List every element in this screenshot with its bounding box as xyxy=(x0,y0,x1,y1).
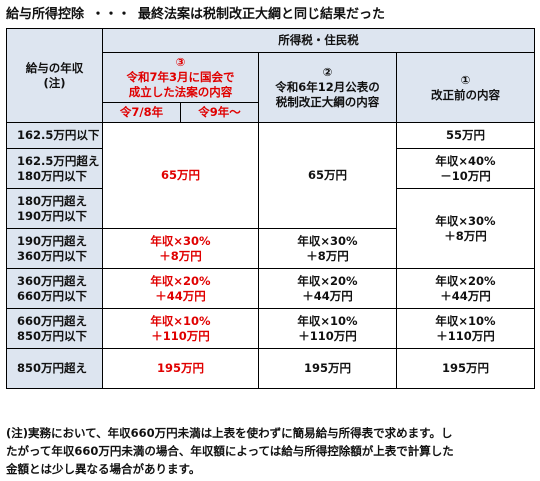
group-header: 所得税・住民税 xyxy=(102,28,535,53)
footnote-line: たがって年収660万円未満の場合、年収額によっては給与所得控除額が上表で計算した xyxy=(6,444,454,458)
heading-separator: ・・・ xyxy=(91,7,131,22)
income-header-note: (注) xyxy=(43,75,66,90)
col3-header: ③ 令和7年3月に国会で 成立した法案の内容 xyxy=(102,52,259,103)
col2-value-cell: 年収×10% ＋110万円 xyxy=(258,308,397,349)
col1-value-cell: 年収×10% ＋110万円 xyxy=(396,308,535,349)
income-line: 660万円超え xyxy=(17,313,88,328)
value-line: ＋8万円 xyxy=(444,228,487,243)
col2-value-cell: 年収×30% ＋8万円 xyxy=(258,228,397,269)
col2-value-cell: 65万円 xyxy=(258,122,397,229)
table-row: 190万円超え 360万円以下 年収×30% ＋8万円 年収×30% ＋8万円 xyxy=(6,228,535,269)
income-line: 850万円以下 xyxy=(17,328,88,343)
col2-header: ② 令和6年12月公表の 税制改正大綱の内容 xyxy=(258,52,397,123)
footnote-line: (注)実務において、年収660万円未満は上表を使わずに簡易給与所得表で求めます。… xyxy=(6,426,453,440)
value-line: ＋110万円 xyxy=(151,328,210,343)
value-line: 年収×10% xyxy=(150,313,211,328)
income-line: 660万円以下 xyxy=(17,288,88,303)
col3-line1: 令和7年3月に国会で xyxy=(126,70,235,84)
col2-number: ② xyxy=(322,65,333,79)
value-line: ＋8万円 xyxy=(159,248,202,263)
col1-value-cell: 55万円 xyxy=(396,122,535,149)
value-line: 年収×10% xyxy=(435,313,496,328)
income-cell: 360万円超え 660万円以下 xyxy=(6,268,103,309)
income-cell: 162.5万円超え 180万円以下 xyxy=(6,148,103,189)
table-row: 180万円超え 190万円以下 年収×30% ＋8万円 xyxy=(6,188,535,269)
col1-value-cell: 年収×20% ＋44万円 xyxy=(396,268,535,309)
income-cell: 180万円超え 190万円以下 xyxy=(6,188,103,229)
value-line: 年収×30% xyxy=(435,213,496,228)
value-line: 年収×20% xyxy=(297,273,358,288)
income-cell: 850万円超え xyxy=(6,348,103,389)
value-line: ＋110万円 xyxy=(436,328,495,343)
value-line: 年収×10% xyxy=(297,313,358,328)
deduction-table: 給与の年収 (注) 所得税・住民税 ③ 令和7年3月に国会で 成立した法案の内容… xyxy=(6,28,535,389)
value-line: ＋44万円 xyxy=(155,288,206,303)
col1-header: ① 改正前の内容 xyxy=(396,52,535,123)
value-line: ＋110万円 xyxy=(298,328,357,343)
page-heading: 給与所得控除 ・・・ 最終法案は税制改正大綱と同じ結果だった xyxy=(6,4,536,26)
income-header: 給与の年収 (注) xyxy=(6,28,103,123)
income-cell: 190万円超え 360万円以下 xyxy=(6,228,103,269)
col3-line2: 成立した法案の内容 xyxy=(128,85,233,99)
income-line: 180万円超え xyxy=(17,193,88,208)
value-line: ＋44万円 xyxy=(302,288,353,303)
col1-line1: 改正前の内容 xyxy=(431,87,500,102)
income-line: 850万円超え xyxy=(17,361,88,375)
col1-number: ① xyxy=(460,72,471,87)
income-line: 180万円以下 xyxy=(17,168,88,183)
table-row: 162.5万円以下 65万円 65万円 55万円 xyxy=(6,122,535,229)
table-row: 850万円超え 195万円 195万円 195万円 xyxy=(6,348,535,389)
col3-value-cell: 年収×10% ＋110万円 xyxy=(102,308,259,349)
value-line: ＋44万円 xyxy=(440,288,491,303)
value-line: 年収×30% xyxy=(297,233,358,248)
income-line: 190万円超え xyxy=(17,233,88,248)
table-row: 360万円超え 660万円以下 年収×20% ＋44万円 年収×20% ＋44万… xyxy=(6,268,535,309)
value-line: ＋8万円 xyxy=(306,248,349,263)
income-line: 162.5万円以下 xyxy=(17,128,100,142)
income-header-label: 給与の年収 xyxy=(25,60,84,75)
col3-sub-a: 令7/8年 xyxy=(102,102,181,123)
col2-line2: 税制改正大綱の内容 xyxy=(275,95,380,109)
heading-title: 給与所得控除 xyxy=(6,7,85,22)
col3-value-cell: 年収×30% ＋8万円 xyxy=(102,228,259,269)
income-line: 162.5万円超え xyxy=(17,153,100,168)
col3-sub-b: 令9年～ xyxy=(180,102,259,123)
value-line: 年収×20% xyxy=(150,273,211,288)
col2-line1: 令和6年12月公表の xyxy=(275,80,380,94)
value-line: 年収×30% xyxy=(150,233,211,248)
col2-value-cell: 195万円 xyxy=(258,348,397,389)
col3-value-cell: 195万円 xyxy=(102,348,259,389)
col3-number: ③ xyxy=(175,55,186,69)
col3-value-cell: 年収×20% ＋44万円 xyxy=(102,268,259,309)
income-line: 360万円超え xyxy=(17,273,88,288)
col3-value-cell: 65万円 xyxy=(102,122,259,229)
col1-value-cell: 年収×40% －10万円 xyxy=(396,148,535,189)
income-line: 190万円以下 xyxy=(17,208,88,223)
value-line: －10万円 xyxy=(440,168,491,183)
income-line: 360万円以下 xyxy=(17,248,88,263)
value-line: 年収×20% xyxy=(435,273,496,288)
value-line: 年収×40% xyxy=(435,153,496,168)
income-cell: 162.5万円以下 xyxy=(6,122,103,149)
table-row: 162.5万円超え 180万円以下 年収×40% －10万円 xyxy=(6,148,535,189)
heading-subtitle: 最終法案は税制改正大綱と同じ結果だった xyxy=(138,7,386,22)
footnote-line: 金額とは少し異なる場合があります。 xyxy=(6,462,201,476)
col1-value-cell: 年収×30% ＋8万円 xyxy=(396,188,535,269)
table-row: 660万円超え 850万円以下 年収×10% ＋110万円 年収×10% ＋11… xyxy=(6,308,535,349)
col1-value-cell: 195万円 xyxy=(396,348,535,389)
col2-value-cell: 年収×20% ＋44万円 xyxy=(258,268,397,309)
footnote: (注)実務において、年収660万円未満は上表を使わずに簡易給与所得表で求めます。… xyxy=(6,424,536,478)
income-cell: 660万円超え 850万円以下 xyxy=(6,308,103,349)
